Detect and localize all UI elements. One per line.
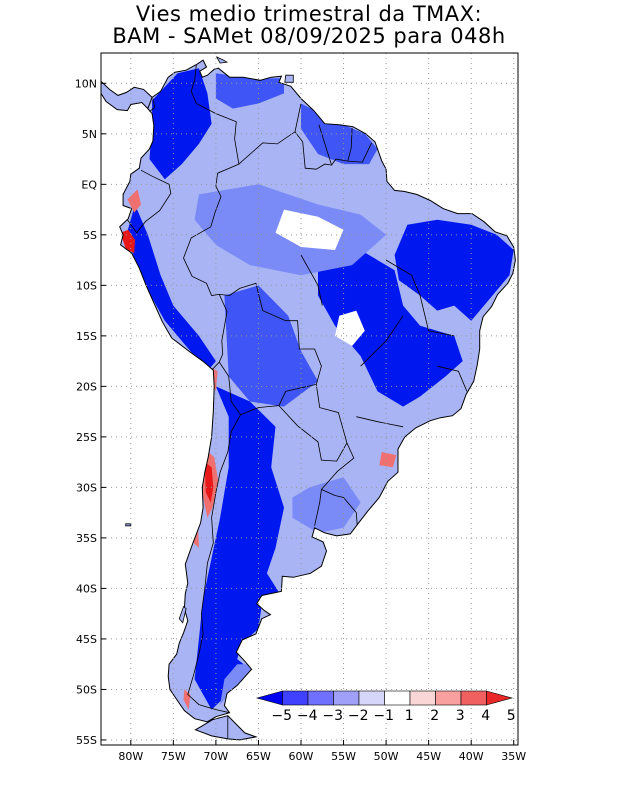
colorbar-swatch [460, 690, 487, 706]
map-area [101, 53, 518, 745]
lat-tick-label: 10S [76, 279, 97, 292]
patch-mato-grosso-white [335, 310, 365, 346]
border-line [183, 226, 228, 370]
lon-tick-label: 75W [161, 750, 186, 763]
border-line [321, 489, 358, 525]
colorbar-arrow-left [255, 690, 283, 706]
lat-tick-label: 15S [76, 330, 97, 343]
island [215, 56, 229, 64]
colorbar-arrow-right [486, 690, 514, 706]
patch-patagonia-chile-warm [183, 689, 191, 710]
patch-ecuador-warm [127, 189, 141, 213]
border-line [278, 405, 348, 462]
border-line [360, 315, 404, 367]
colorbar-label: 5 [507, 708, 516, 724]
patch-peru-coast-hot [120, 229, 135, 253]
colorbar-label: 1 [405, 708, 414, 724]
longitude-labels: 80W 75W 70W 65W 60W 55W 50W 45W 40W 35W [118, 740, 526, 763]
border-line [385, 259, 455, 337]
colorbar: −5 −4 −3 −2 −1 1 2 3 4 5 [255, 690, 516, 724]
border-line [190, 65, 240, 227]
lon-tick-label: 80W [118, 750, 143, 763]
colorbar-label: −2 [348, 708, 369, 724]
patch-bolivia-cold [224, 285, 318, 407]
border-line [315, 384, 348, 444]
colorbar-swatch [358, 690, 385, 706]
border-line [437, 365, 468, 392]
lat-tick-label: 5N [82, 128, 97, 141]
patch-serra-warm [379, 452, 397, 468]
lat-tick-label: 10N [75, 77, 97, 90]
lon-tick-label: 50W [374, 750, 399, 763]
patch-venezuela-cold [215, 73, 284, 109]
map-frame [100, 52, 519, 746]
lat-tick-label: 20S [76, 380, 97, 393]
patch-peru-cold [126, 204, 216, 372]
border-line [149, 98, 156, 112]
patch-chile-hot [204, 462, 214, 503]
border-line [187, 414, 241, 714]
border-line [127, 169, 172, 234]
latitude-labels: 10N 5N EQ 5S 10S 15S 20S 25S 30S 35S 40S 45S 50S 55S [75, 77, 106, 747]
lon-tick-label: 65W [246, 750, 271, 763]
border-line [318, 124, 332, 166]
lat-tick-label: 45S [76, 633, 97, 646]
border-line [314, 442, 355, 526]
colorbar-swatch [384, 690, 411, 706]
lon-tick-label: 45W [416, 750, 441, 763]
island [178, 605, 187, 624]
lon-tick-label: 55W [331, 750, 356, 763]
patch-central-brazil-cold [318, 250, 463, 407]
colorbar-label: −3 [322, 708, 343, 724]
colorbar-swatch [435, 690, 462, 706]
colorbar-label: −4 [297, 708, 318, 724]
islands [125, 56, 294, 624]
colorbar-label: 2 [430, 708, 439, 724]
island [284, 74, 294, 83]
colorbar-swatch [307, 690, 334, 706]
colorbar-label: −5 [271, 708, 292, 724]
lon-tick-label: 40W [459, 750, 484, 763]
colorbar-swatch [333, 690, 360, 706]
patch-amazon-white [275, 209, 344, 250]
lat-tick-label: 40S [76, 582, 97, 595]
colorbar-swatch [409, 690, 436, 706]
border-line [240, 384, 317, 416]
patch-argentina-cold [194, 386, 284, 710]
island [125, 523, 132, 527]
colorbar-label: −1 [373, 708, 394, 724]
border-line [219, 282, 322, 385]
lon-tick-label: 35W [501, 750, 526, 763]
map-title-line2: BAM - SAMet 08/09/2025 para 048h [112, 24, 506, 48]
patch-ne-brazil-cold [394, 219, 514, 321]
border-line [347, 127, 353, 162]
lon-tick-label: 60W [289, 750, 314, 763]
lat-tick-label: 55S [76, 734, 97, 747]
border-line [238, 103, 302, 165]
map-title-line1: Vies medio trimestral da TMAX: [135, 2, 483, 26]
lat-tick-label: 5S [83, 229, 97, 242]
border-line [356, 416, 404, 428]
country-borders [127, 65, 468, 739]
lat-tick-label: 35S [76, 532, 97, 545]
lat-tick-label: 25S [76, 431, 97, 444]
lat-lon-grid [101, 53, 518, 745]
colorbar-label: 3 [456, 708, 465, 724]
border-line [300, 254, 323, 306]
patch-colombia-cold [149, 68, 212, 180]
lat-tick-label: 50S [76, 683, 97, 696]
colorbar-swatch [282, 690, 309, 706]
coastline [101, 59, 516, 741]
lon-tick-label: 70W [203, 750, 228, 763]
colorbar-label: 4 [481, 708, 490, 724]
lat-tick-label: EQ [81, 178, 97, 191]
lat-tick-label: 30S [76, 481, 97, 494]
border-line [294, 131, 372, 170]
border-line [218, 361, 241, 415]
